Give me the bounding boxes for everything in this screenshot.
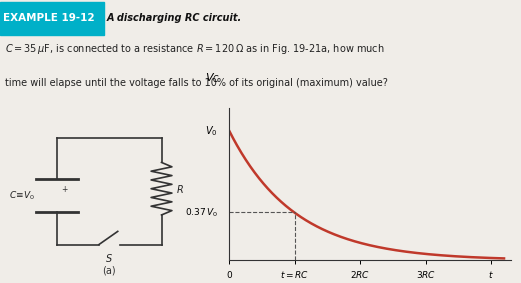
Text: $0.37\,V_0$: $0.37\,V_0$	[185, 206, 218, 219]
Text: $+$: $+$	[61, 184, 69, 194]
Text: $V_0$: $V_0$	[205, 124, 218, 138]
Text: time will elapse until the voltage falls to 10% of its original (maximum) value?: time will elapse until the voltage falls…	[5, 78, 388, 87]
Text: $R$: $R$	[176, 183, 184, 195]
Text: $V_C$: $V_C$	[205, 71, 220, 85]
Text: $C \!\equiv\! V_0$: $C \!\equiv\! V_0$	[9, 189, 35, 201]
Text: (a): (a)	[103, 266, 116, 276]
Text: $S$: $S$	[105, 252, 114, 264]
Bar	[0, 2, 104, 35]
Text: $C = 35\,\mu$F, is connected to a resistance $R = 120\,\Omega$ as in Fig. 19-21a: $C = 35\,\mu$F, is connected to a resist…	[5, 42, 385, 56]
Text: EXAMPLE 19-12: EXAMPLE 19-12	[3, 13, 94, 23]
Text: A discharging RC circuit.: A discharging RC circuit.	[107, 13, 242, 23]
